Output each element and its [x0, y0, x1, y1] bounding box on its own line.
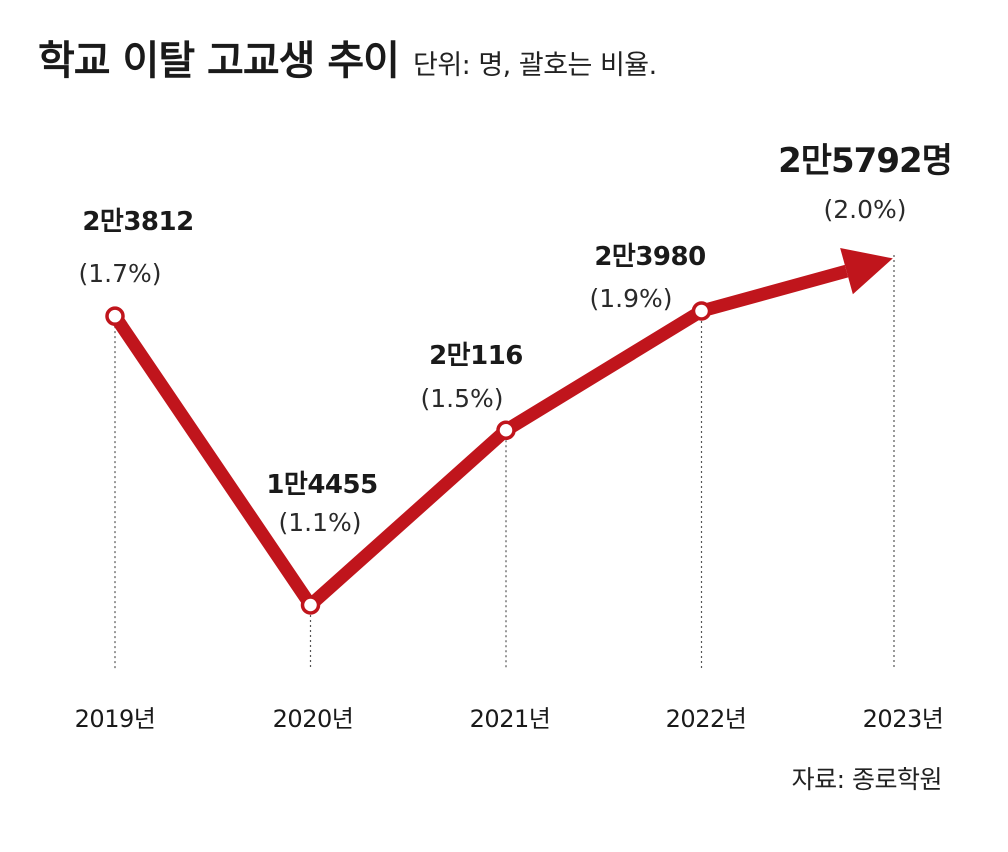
ratio-label-2023년: (2.0%): [823, 195, 906, 224]
source-note: 자료: 종로학원: [791, 765, 943, 794]
unit-note: 단위: 명, 괄호는 비율.: [412, 50, 657, 81]
value-label-2021년: 2만116: [429, 341, 523, 371]
x-tick-label-2019년: 2019년: [75, 705, 156, 733]
x-tick-label-2023년: 2023년: [863, 705, 944, 733]
series-polyline: [109, 264, 849, 612]
x-axis-ticks: 2019년 2020년 2021년 2022년 2023년: [75, 705, 944, 733]
x-tick-label-2022년: 2022년: [666, 705, 747, 733]
ratio-label-2020년: (1.1%): [278, 508, 361, 537]
ratio-label-2019년: (1.7%): [78, 259, 161, 288]
value-label-2023년: 2만5792명: [778, 141, 952, 181]
data-point-2020년: [300, 595, 321, 615]
data-labels: 2만3812 (1.7%) 1만4455 (1.1%) 2만116 (1.5%) 2만398…: [78, 141, 952, 537]
data-point-2022년: [691, 301, 712, 321]
value-label-2022년: 2만3980: [594, 242, 705, 272]
ratio-label-2022년: (1.9%): [589, 284, 672, 313]
chart-title: 학교 이탈 고교생 추이: [38, 38, 400, 84]
data-point-2019년: [105, 306, 125, 326]
data-points: [105, 301, 712, 615]
title-row: 학교 이탈 고교생 추이 단위: 명, 괄호는 비율.: [38, 28, 657, 86]
x-tick-label-2021년: 2021년: [470, 705, 551, 733]
guide-lines: [114, 255, 895, 670]
ratio-label-2021년: (1.5%): [420, 384, 503, 413]
value-label-2019년: 2만3812: [82, 207, 193, 237]
data-point-2021년: [496, 420, 516, 441]
value-label-2020년: 1만4455: [266, 470, 377, 500]
x-tick-label-2020년: 2020년: [273, 705, 354, 733]
arrow-head-icon: [840, 247, 893, 295]
